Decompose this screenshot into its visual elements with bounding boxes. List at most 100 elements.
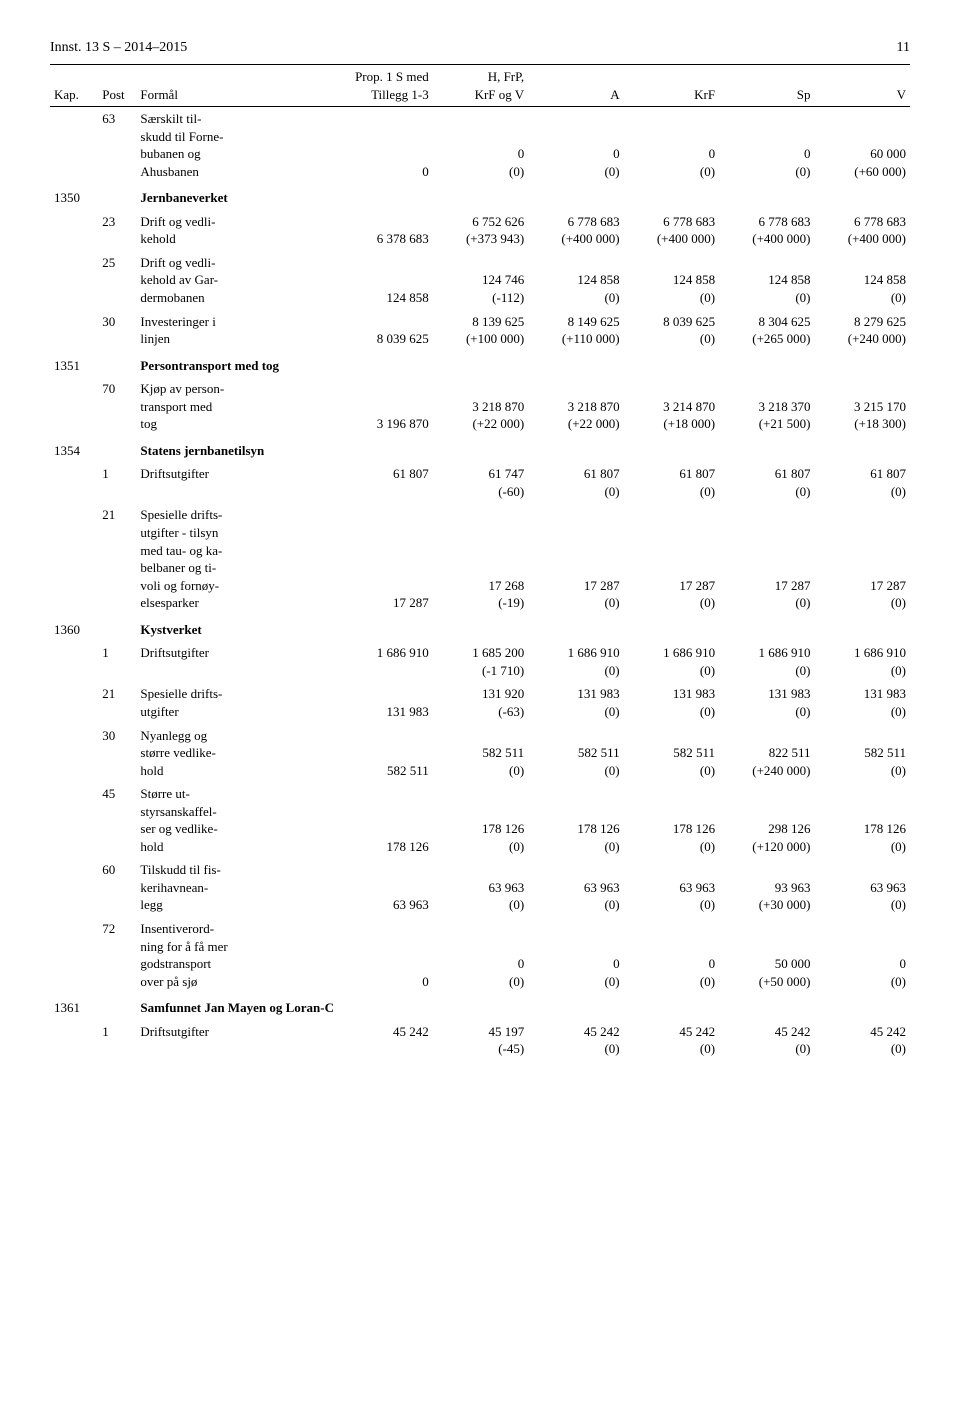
cell-kap bbox=[50, 210, 98, 251]
table-row: 30 Nyanlegg ogstørre vedlike-hold 582 51… bbox=[50, 724, 910, 783]
cell-c3: 45 242(0) bbox=[528, 1020, 623, 1061]
cell-c4: 8 039 625(0) bbox=[624, 310, 719, 351]
cell-c6: 131 983(0) bbox=[815, 682, 911, 723]
cell-c1: 178 126 bbox=[337, 782, 432, 858]
cell-kap bbox=[50, 724, 98, 783]
cell-c2: 3 218 870(+22 000) bbox=[433, 377, 528, 436]
cell-c4: 3 214 870(+18 000) bbox=[624, 377, 719, 436]
cell-kap bbox=[50, 251, 98, 310]
head-c4: KrF bbox=[624, 65, 719, 107]
cell-c4: 1 686 910(0) bbox=[624, 641, 719, 682]
cell-post: 1 bbox=[98, 641, 136, 682]
cell-c1: 0 bbox=[337, 917, 432, 993]
cell-post bbox=[98, 993, 136, 1020]
cell-post: 21 bbox=[98, 503, 136, 614]
head-kap: Kap. bbox=[50, 65, 98, 107]
cell-post bbox=[98, 615, 136, 642]
cell-desc: Insentiverord-ning for å få mergodstrans… bbox=[136, 917, 337, 993]
table-row: 30 Investeringer ilinjen 8 039 625 8 139… bbox=[50, 310, 910, 351]
cell-c3: 63 963(0) bbox=[528, 858, 623, 917]
cell-c5: 822 511(+240 000) bbox=[719, 724, 814, 783]
cell-c3: 17 287(0) bbox=[528, 503, 623, 614]
cell-c4: 0(0) bbox=[624, 107, 719, 184]
cell-c6: 124 858(0) bbox=[815, 251, 911, 310]
cell-c6: 0(0) bbox=[815, 917, 911, 993]
cell-c6: 1 686 910(0) bbox=[815, 641, 911, 682]
cell-post: 25 bbox=[98, 251, 136, 310]
cell-c3: 0(0) bbox=[528, 107, 623, 184]
page-header-left: Innst. 13 S – 2014–2015 bbox=[50, 40, 187, 56]
cell-c3: 61 807(0) bbox=[528, 462, 623, 503]
cell-c1: 3 196 870 bbox=[337, 377, 432, 436]
cell-c2: 124 746(-112) bbox=[433, 251, 528, 310]
table-row: 25 Drift og vedli-kehold av Gar-dermoban… bbox=[50, 251, 910, 310]
section-row: 1360 Kystverket bbox=[50, 615, 910, 642]
cell-c6: 17 287(0) bbox=[815, 503, 911, 614]
cell-desc: Kjøp av person-transport medtog bbox=[136, 377, 337, 436]
cell-c1: 61 807 bbox=[337, 462, 432, 503]
cell-desc: Drift og vedli-kehold av Gar-dermobanen bbox=[136, 251, 337, 310]
cell-c2: 63 963(0) bbox=[433, 858, 528, 917]
section-row: 1361 Samfunnet Jan Mayen og Loran-C bbox=[50, 993, 910, 1020]
cell-kap bbox=[50, 503, 98, 614]
cell-kap bbox=[50, 107, 98, 184]
cell-c4: 131 983(0) bbox=[624, 682, 719, 723]
cell-c6: 178 126(0) bbox=[815, 782, 911, 858]
cell-c1: 17 287 bbox=[337, 503, 432, 614]
cell-c6: 45 242(0) bbox=[815, 1020, 911, 1061]
cell-kap: 1360 bbox=[50, 615, 98, 642]
cell-post: 1 bbox=[98, 1020, 136, 1061]
head-post: Post bbox=[98, 65, 136, 107]
cell-c5: 61 807(0) bbox=[719, 462, 814, 503]
cell-kap: 1354 bbox=[50, 436, 98, 463]
cell-c5: 3 218 370(+21 500) bbox=[719, 377, 814, 436]
cell-c1: 8 039 625 bbox=[337, 310, 432, 351]
cell-kap bbox=[50, 1020, 98, 1061]
cell-post: 1 bbox=[98, 462, 136, 503]
section-title: Jernbaneverket bbox=[136, 183, 910, 210]
cell-kap bbox=[50, 462, 98, 503]
cell-c4: 45 242(0) bbox=[624, 1020, 719, 1061]
cell-c3: 3 218 870(+22 000) bbox=[528, 377, 623, 436]
head-c1: Prop. 1 S medTillegg 1-3 bbox=[337, 65, 432, 107]
cell-c1: 63 963 bbox=[337, 858, 432, 917]
cell-c1: 582 511 bbox=[337, 724, 432, 783]
cell-c2: 6 752 626(+373 943) bbox=[433, 210, 528, 251]
cell-desc: Drift og vedli-kehold bbox=[136, 210, 337, 251]
cell-post: 70 bbox=[98, 377, 136, 436]
cell-c2: 0(0) bbox=[433, 917, 528, 993]
cell-post: 60 bbox=[98, 858, 136, 917]
cell-c1: 131 983 bbox=[337, 682, 432, 723]
cell-c1: 124 858 bbox=[337, 251, 432, 310]
cell-c2: 582 511(0) bbox=[433, 724, 528, 783]
cell-c4: 582 511(0) bbox=[624, 724, 719, 783]
cell-kap bbox=[50, 641, 98, 682]
cell-c3: 582 511(0) bbox=[528, 724, 623, 783]
table-head-row: Kap. Post Formål Prop. 1 S medTillegg 1-… bbox=[50, 65, 910, 107]
cell-c2: 178 126(0) bbox=[433, 782, 528, 858]
cell-desc: Spesielle drifts-utgifter bbox=[136, 682, 337, 723]
cell-post: 45 bbox=[98, 782, 136, 858]
cell-c5: 45 242(0) bbox=[719, 1020, 814, 1061]
table-row: 1 Driftsutgifter 1 686 910 1 685 200(-1 … bbox=[50, 641, 910, 682]
cell-c3: 8 149 625(+110 000) bbox=[528, 310, 623, 351]
cell-c6: 61 807(0) bbox=[815, 462, 911, 503]
cell-c2: 131 920(-63) bbox=[433, 682, 528, 723]
cell-c4: 0(0) bbox=[624, 917, 719, 993]
cell-c1: 1 686 910 bbox=[337, 641, 432, 682]
section-title: Samfunnet Jan Mayen og Loran-C bbox=[136, 993, 910, 1020]
cell-c5: 124 858(0) bbox=[719, 251, 814, 310]
cell-c5: 17 287(0) bbox=[719, 503, 814, 614]
cell-post: 72 bbox=[98, 917, 136, 993]
table-row: 23 Drift og vedli-kehold 6 378 683 6 752… bbox=[50, 210, 910, 251]
page-header: Innst. 13 S – 2014–2015 11 bbox=[50, 40, 910, 56]
cell-desc: Driftsutgifter bbox=[136, 1020, 337, 1061]
section-title: Kystverket bbox=[136, 615, 910, 642]
section-title: Persontransport med tog bbox=[136, 351, 910, 378]
cell-c5: 0(0) bbox=[719, 107, 814, 184]
cell-desc: Særskilt til-skudd til Forne-bubanen ogA… bbox=[136, 107, 337, 184]
cell-c4: 63 963(0) bbox=[624, 858, 719, 917]
cell-c4: 6 778 683(+400 000) bbox=[624, 210, 719, 251]
table-row: 45 Større ut-styrsanskaffel-ser og vedli… bbox=[50, 782, 910, 858]
cell-c3: 1 686 910(0) bbox=[528, 641, 623, 682]
